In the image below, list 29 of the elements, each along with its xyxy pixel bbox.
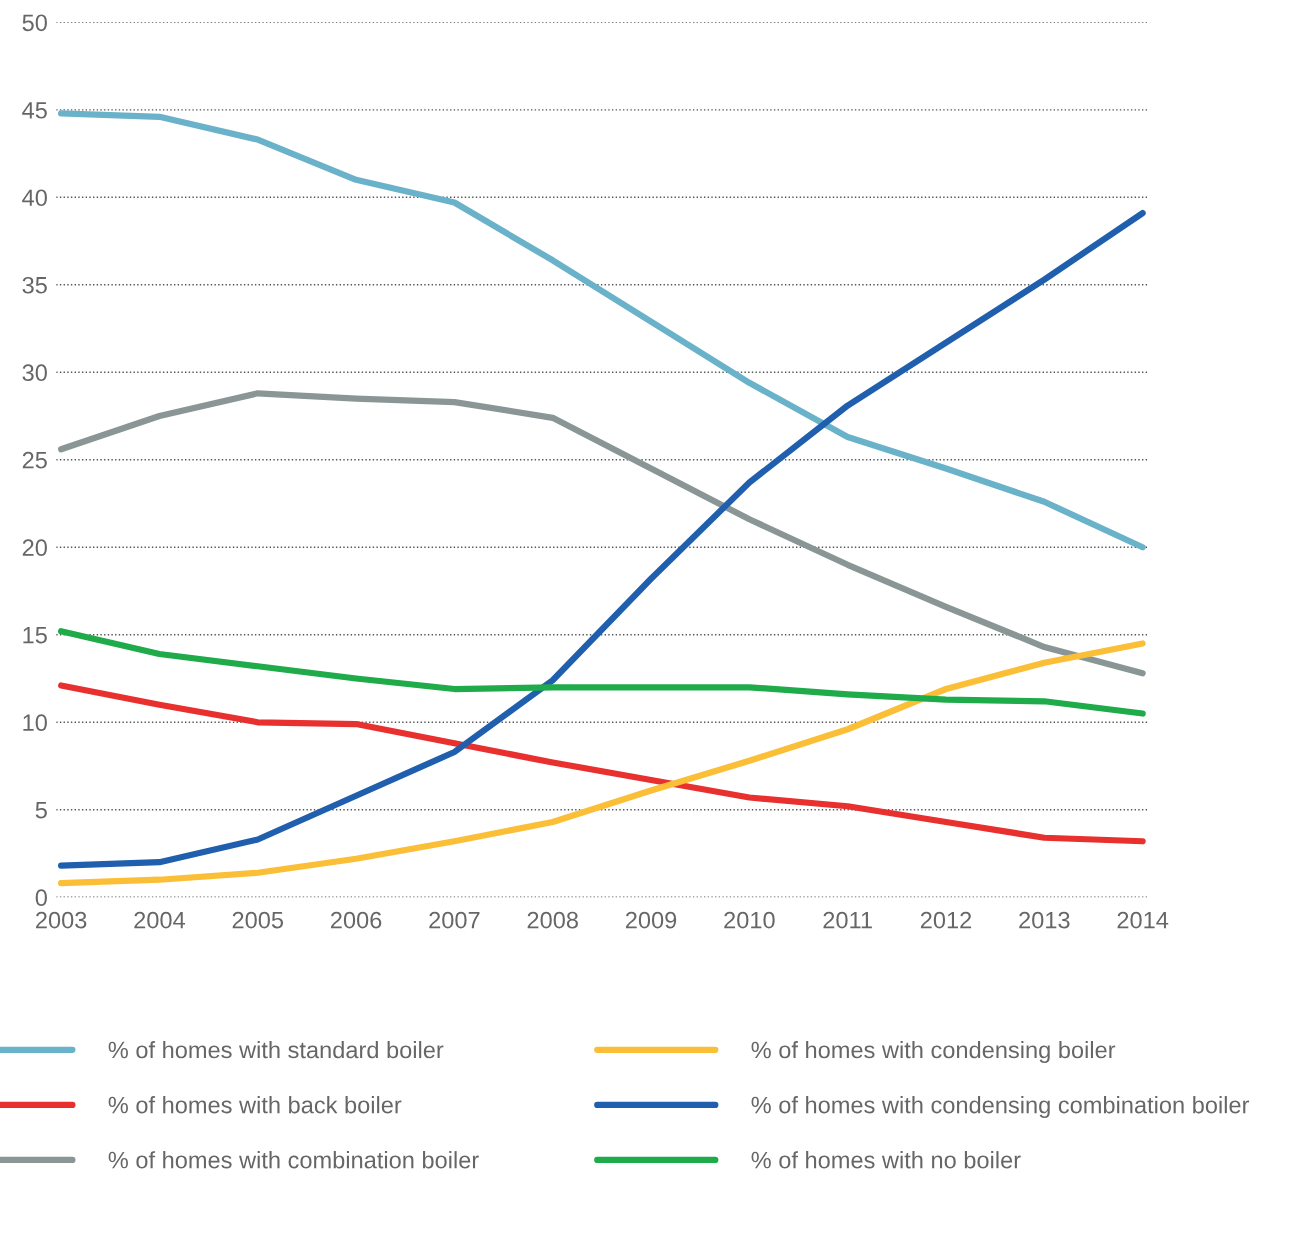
y-tick-label: 45 — [22, 102, 47, 119]
legend-label: % of homes with no boiler — [751, 1151, 1021, 1169]
y-tick-label: 50 — [22, 14, 47, 32]
x-tick-label: 2010 — [724, 911, 775, 929]
x-tick-label: 2007 — [429, 911, 480, 929]
legend-label: % of homes with standard boiler — [108, 1040, 444, 1059]
x-tick-label: 2014 — [1117, 911, 1169, 929]
y-tick-label: 15 — [23, 627, 47, 644]
y-tick-label: 20 — [22, 539, 47, 557]
x-tick-label: 2012 — [920, 911, 972, 929]
x-tick-label: 2004 — [134, 911, 186, 929]
x-tick-label: 2006 — [331, 911, 382, 929]
y-tick-label: 0 — [35, 889, 47, 907]
legend-label: % of homes with condensing boiler — [751, 1040, 1116, 1063]
y-tick-label: 5 — [35, 802, 47, 819]
x-tick-label: 2003 — [36, 911, 87, 929]
y-tick-label: 40 — [22, 189, 47, 207]
legend-label: % of homes with combination boiler — [108, 1151, 479, 1169]
x-tick-label: 2005 — [232, 911, 284, 929]
y-tick-label: 25 — [22, 451, 47, 469]
x-tick-label: 2008 — [527, 911, 578, 929]
x-tick-label: 2011 — [823, 911, 872, 929]
y-tick-label: 30 — [22, 364, 47, 382]
legend-label: % of homes with back boiler — [108, 1096, 402, 1114]
legend-label: % of homes with condensing combination boiler — [751, 1096, 1250, 1119]
y-tick-label: 35 — [22, 276, 47, 294]
x-tick-label: 2013 — [1019, 911, 1070, 929]
y-tick-label: 10 — [23, 714, 47, 732]
x-tick-label: 2009 — [625, 911, 677, 929]
